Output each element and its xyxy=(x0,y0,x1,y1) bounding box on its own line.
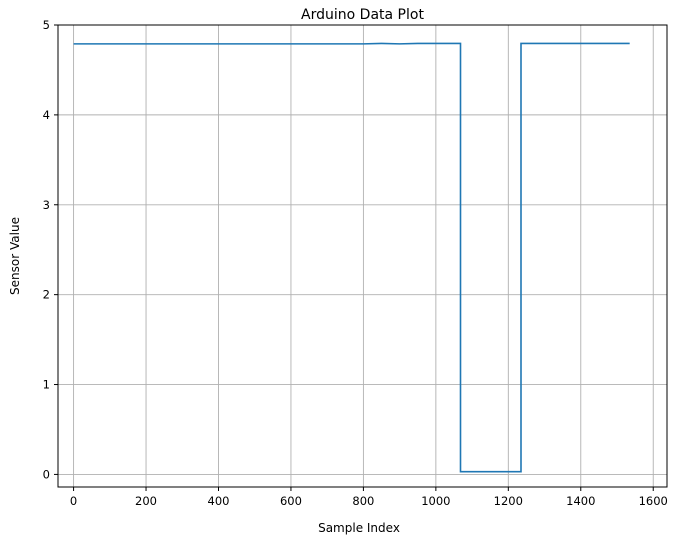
y-tick-label: 3 xyxy=(43,198,50,212)
x-axis: 0 200 400 600 800 1000 1200 1400 1600 xyxy=(70,487,668,508)
x-tick-label: 1200 xyxy=(494,494,523,508)
x-tick-label: 1400 xyxy=(566,494,595,508)
x-tick-label: 200 xyxy=(135,494,157,508)
y-axis: 0 1 2 3 4 5 xyxy=(43,18,58,481)
plot-frame xyxy=(57,24,668,488)
sensor-series-line xyxy=(73,42,630,473)
x-tick-label: 400 xyxy=(208,494,230,508)
x-axis-label: Sample Index xyxy=(318,521,400,535)
y-tick-label: 1 xyxy=(43,378,50,392)
x-tick-label: 1600 xyxy=(639,494,668,508)
y-tick-label: 5 xyxy=(43,18,50,32)
y-tick-label: 4 xyxy=(43,108,50,122)
x-tick-label: 800 xyxy=(352,494,374,508)
y-tick-label: 0 xyxy=(43,467,50,481)
series-layer xyxy=(73,42,630,473)
y-axis-label: Sensor Value xyxy=(8,217,22,295)
x-tick-label: 600 xyxy=(280,494,302,508)
x-tick-label: 1000 xyxy=(421,494,450,508)
x-tick-label: 0 xyxy=(70,494,77,508)
y-tick-label: 2 xyxy=(43,288,50,302)
chart-title: Arduino Data Plot xyxy=(301,7,424,23)
grid xyxy=(58,24,667,487)
